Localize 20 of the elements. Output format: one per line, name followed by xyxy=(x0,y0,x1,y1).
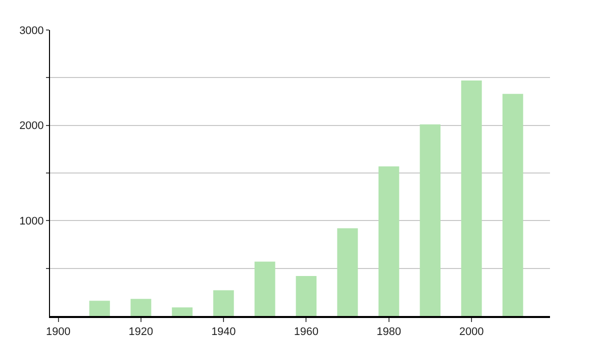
x-tick-label: 2000 xyxy=(459,326,484,338)
x-tick-label: 1900 xyxy=(46,326,70,338)
bar xyxy=(502,94,524,316)
bar xyxy=(89,300,110,316)
x-tick-label: 1940 xyxy=(211,326,236,338)
x-tick-label: 1920 xyxy=(128,326,154,338)
bar xyxy=(130,298,152,316)
x-tick-label: 1960 xyxy=(294,326,318,338)
bar xyxy=(461,80,482,316)
bar xyxy=(213,290,234,316)
y-tick-label: 3000 xyxy=(19,24,44,37)
y-tick-label: 2000 xyxy=(19,120,44,132)
y-tick-label: 1000 xyxy=(19,216,44,228)
bar xyxy=(378,166,400,316)
bar xyxy=(254,262,276,316)
bar xyxy=(296,276,317,316)
bar xyxy=(420,124,440,316)
bar xyxy=(172,307,193,316)
x-tick-label: 1980 xyxy=(376,326,402,338)
bar xyxy=(337,228,358,316)
